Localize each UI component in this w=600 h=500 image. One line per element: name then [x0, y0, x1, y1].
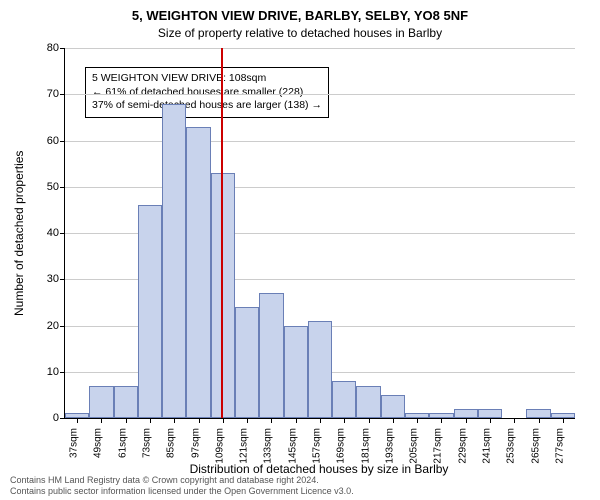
y-tick-label: 20 — [47, 320, 59, 332]
y-tick-label: 30 — [47, 273, 59, 285]
x-tick-mark — [223, 418, 224, 423]
y-tick-label: 80 — [47, 42, 59, 54]
x-tick-label: 109sqm — [214, 428, 225, 464]
histogram-bar — [356, 386, 380, 418]
x-tick-label: 193sqm — [384, 428, 395, 464]
x-tick-label: 253sqm — [506, 428, 517, 464]
histogram-chart: 5, WEIGHTON VIEW DRIVE, BARLBY, SELBY, Y… — [0, 0, 600, 500]
y-axis-label: Number of detached properties — [12, 48, 26, 418]
x-tick-label: 265sqm — [530, 428, 541, 464]
footnote: Contains HM Land Registry data © Crown c… — [10, 475, 354, 496]
info-line-1: 5 WEIGHTON VIEW DRIVE: 108sqm — [92, 72, 322, 86]
histogram-bar — [89, 386, 113, 418]
x-axis-label: Distribution of detached houses by size … — [64, 462, 574, 476]
y-tick-mark — [60, 141, 65, 142]
x-tick-label: 61sqm — [117, 428, 128, 458]
info-line-2: ← 61% of detached houses are smaller (22… — [92, 86, 322, 100]
histogram-bar — [308, 321, 332, 418]
x-tick-mark — [466, 418, 467, 423]
x-tick-mark — [77, 418, 78, 423]
x-tick-label: 121sqm — [239, 428, 250, 464]
y-tick-label: 60 — [47, 135, 59, 147]
x-tick-mark — [271, 418, 272, 423]
plot-area: 5 WEIGHTON VIEW DRIVE: 108sqm ← 61% of d… — [64, 48, 575, 419]
x-tick-mark — [344, 418, 345, 423]
histogram-bar — [381, 395, 405, 418]
x-tick-label: 97sqm — [190, 428, 201, 458]
x-tick-mark — [174, 418, 175, 423]
x-tick-label: 241sqm — [482, 428, 493, 464]
y-tick-mark — [60, 187, 65, 188]
x-tick-mark — [296, 418, 297, 423]
info-annotation-box: 5 WEIGHTON VIEW DRIVE: 108sqm ← 61% of d… — [85, 67, 329, 118]
x-tick-label: 49sqm — [93, 428, 104, 458]
chart-title: 5, WEIGHTON VIEW DRIVE, BARLBY, SELBY, Y… — [0, 8, 600, 23]
x-tick-label: 85sqm — [166, 428, 177, 458]
gridline — [65, 94, 575, 95]
x-tick-label: 181sqm — [360, 428, 371, 464]
histogram-bar — [284, 326, 308, 419]
histogram-bar — [211, 173, 235, 418]
x-tick-label: 277sqm — [554, 428, 565, 464]
gridline — [65, 141, 575, 142]
y-tick-mark — [60, 372, 65, 373]
x-tick-label: 73sqm — [142, 428, 153, 458]
y-tick-label: 0 — [53, 412, 59, 424]
y-tick-mark — [60, 233, 65, 234]
histogram-bar — [478, 409, 502, 418]
reference-line — [221, 48, 223, 418]
histogram-bar — [332, 381, 356, 418]
y-tick-mark — [60, 326, 65, 327]
y-tick-label: 40 — [47, 227, 59, 239]
y-tick-mark — [60, 48, 65, 49]
x-tick-mark — [150, 418, 151, 423]
y-tick-mark — [60, 418, 65, 419]
y-tick-label: 10 — [47, 366, 59, 378]
histogram-bar — [454, 409, 478, 418]
footnote-line-2: Contains public sector information licen… — [10, 486, 354, 496]
x-tick-label: 145sqm — [287, 428, 298, 464]
y-tick-label: 70 — [47, 88, 59, 100]
histogram-bar — [162, 104, 186, 419]
chart-subtitle: Size of property relative to detached ho… — [0, 26, 600, 40]
gridline — [65, 48, 575, 49]
x-tick-mark — [199, 418, 200, 423]
x-tick-mark — [514, 418, 515, 423]
histogram-bar — [235, 307, 259, 418]
x-tick-mark — [393, 418, 394, 423]
gridline — [65, 187, 575, 188]
histogram-bar — [186, 127, 210, 418]
histogram-bar — [114, 386, 138, 418]
x-tick-label: 205sqm — [409, 428, 420, 464]
x-tick-label: 37sqm — [69, 428, 80, 458]
x-tick-mark — [563, 418, 564, 423]
x-tick-mark — [247, 418, 248, 423]
y-tick-mark — [60, 94, 65, 95]
y-tick-label: 50 — [47, 181, 59, 193]
histogram-bar — [526, 409, 550, 418]
x-tick-mark — [539, 418, 540, 423]
x-tick-label: 133sqm — [263, 428, 274, 464]
x-tick-label: 157sqm — [312, 428, 323, 464]
x-tick-mark — [417, 418, 418, 423]
footnote-line-1: Contains HM Land Registry data © Crown c… — [10, 475, 354, 485]
info-line-3: 37% of semi-detached houses are larger (… — [92, 99, 322, 113]
x-tick-label: 169sqm — [336, 428, 347, 464]
x-tick-mark — [490, 418, 491, 423]
x-tick-label: 217sqm — [433, 428, 444, 464]
x-tick-mark — [101, 418, 102, 423]
x-tick-label: 229sqm — [457, 428, 468, 464]
x-tick-mark — [320, 418, 321, 423]
x-tick-mark — [369, 418, 370, 423]
histogram-bar — [138, 205, 162, 418]
x-tick-mark — [126, 418, 127, 423]
histogram-bar — [259, 293, 283, 418]
x-tick-mark — [441, 418, 442, 423]
y-tick-mark — [60, 279, 65, 280]
